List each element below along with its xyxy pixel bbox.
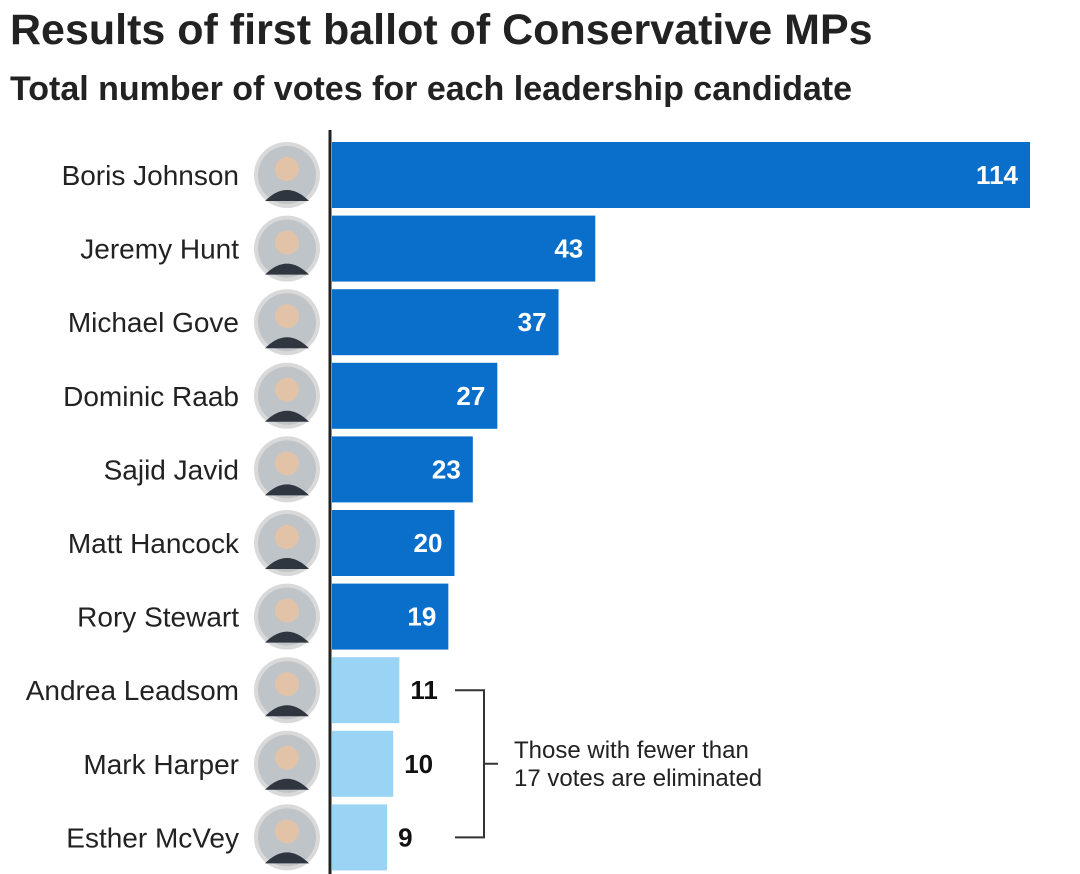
bar-esther-mcvey — [332, 804, 388, 871]
category-label-mark-harper: Mark Harper — [83, 749, 239, 780]
photo-face — [275, 525, 299, 549]
value-label-mark-harper: 10 — [404, 749, 433, 779]
category-label-sajid-javid: Sajid Javid — [104, 454, 239, 485]
photo-face — [275, 672, 299, 697]
annotation-line-1: Those with fewer than — [514, 737, 749, 764]
category-label-andrea-leadsom: Andrea Leadsom — [26, 675, 239, 706]
value-label-matt-hancock: 20 — [414, 528, 443, 558]
candidate-photo-icon — [254, 289, 320, 356]
candidate-photo-icon — [254, 657, 320, 724]
category-label-michael-gove: Michael Gove — [68, 307, 239, 338]
candidate-photo-icon — [254, 804, 320, 871]
photo-face — [275, 598, 299, 623]
photo-shoulders — [265, 778, 309, 790]
bar-mark-harper — [332, 730, 394, 797]
photo-shoulders — [265, 852, 309, 864]
bar-matt-hancock — [332, 510, 455, 576]
photo-face — [275, 377, 299, 402]
chart-subtitle: Total number of votes for each leadershi… — [10, 70, 852, 108]
category-label-dominic-raab: Dominic Raab — [63, 381, 239, 412]
value-label-sajid-javid: 23 — [432, 454, 461, 484]
value-label-jeremy-hunt: 43 — [554, 234, 583, 264]
photo-shoulders — [265, 558, 309, 569]
annotation-line-2: 17 votes are eliminated — [514, 765, 762, 792]
bar-dominic-raab — [332, 362, 498, 429]
candidate-photo-icon — [254, 142, 320, 208]
bar-jeremy-hunt — [332, 215, 596, 282]
value-label-esther-mcvey: 9 — [398, 822, 412, 852]
photo-shoulders — [265, 631, 309, 643]
photo-shoulders — [265, 190, 309, 201]
photo-face — [275, 819, 299, 844]
chart-title: Results of first ballot of Conservative … — [10, 6, 873, 54]
photo-shoulders — [265, 705, 309, 717]
elimination-bracket — [455, 689, 498, 839]
photo-face — [275, 451, 299, 476]
bar-andrea-leadsom — [332, 657, 400, 724]
value-label-dominic-raab: 27 — [456, 381, 485, 411]
candidate-photo-icon — [254, 215, 320, 282]
bar-rory-stewart — [332, 583, 449, 650]
bar-michael-gove — [332, 289, 559, 356]
value-label-andrea-leadsom: 11 — [410, 675, 438, 705]
candidate-photo-icon — [254, 510, 320, 576]
candidate-photo-icon — [254, 362, 320, 429]
candidate-photo-icon — [254, 730, 320, 797]
category-label-matt-hancock: Matt Hancock — [68, 528, 240, 559]
photo-shoulders — [265, 337, 309, 349]
value-label-boris-johnson: 114 — [976, 160, 1018, 190]
candidate-photo-icon — [254, 583, 320, 650]
bar-boris-johnson — [332, 142, 1030, 208]
category-label-boris-johnson: Boris Johnson — [62, 160, 239, 191]
photo-face — [275, 304, 299, 329]
photo-face — [275, 230, 299, 255]
photo-shoulders — [265, 484, 309, 496]
value-label-michael-gove: 37 — [518, 307, 547, 337]
photo-shoulders — [265, 410, 309, 422]
category-label-jeremy-hunt: Jeremy Hunt — [80, 234, 239, 265]
category-label-esther-mcvey: Esther McVey — [66, 822, 239, 853]
photo-face — [275, 157, 299, 181]
candidate-photo-icon — [254, 436, 320, 503]
bar-sajid-javid — [332, 436, 473, 503]
category-label-rory-stewart: Rory Stewart — [77, 602, 239, 633]
photo-face — [275, 745, 299, 770]
value-label-rory-stewart: 19 — [407, 602, 436, 632]
photo-shoulders — [265, 263, 309, 275]
